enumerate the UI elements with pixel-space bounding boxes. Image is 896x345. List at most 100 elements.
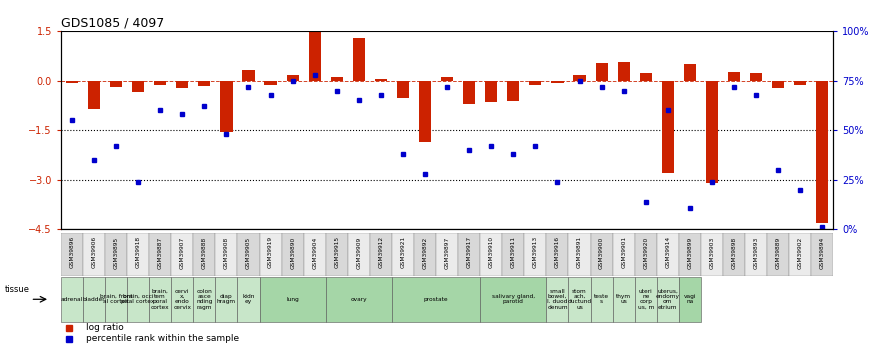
- Bar: [634, 233, 657, 276]
- Text: GSM39910: GSM39910: [488, 236, 494, 268]
- Bar: [83, 233, 105, 276]
- Bar: [154, 81, 167, 85]
- Bar: [480, 233, 503, 276]
- Text: brain, occi
pital cortex: brain, occi pital cortex: [122, 294, 155, 305]
- Text: diap
hragm: diap hragm: [217, 294, 236, 305]
- Bar: [392, 277, 480, 322]
- Bar: [596, 63, 607, 81]
- Bar: [750, 73, 762, 81]
- Bar: [326, 277, 392, 322]
- Text: GSM39891: GSM39891: [577, 236, 582, 268]
- Bar: [679, 277, 701, 322]
- Text: thym
us: thym us: [616, 294, 631, 305]
- Text: GSM39903: GSM39903: [710, 236, 714, 268]
- Text: adrenal: adrenal: [61, 297, 83, 302]
- Bar: [551, 81, 564, 82]
- Bar: [530, 81, 541, 85]
- Bar: [613, 233, 634, 276]
- Text: GSM39909: GSM39909: [357, 236, 361, 268]
- Bar: [657, 233, 679, 276]
- Bar: [816, 81, 828, 223]
- Text: GSM39900: GSM39900: [599, 236, 604, 268]
- Bar: [706, 81, 718, 183]
- Bar: [194, 277, 215, 322]
- Text: GSM39920: GSM39920: [643, 236, 648, 268]
- Bar: [287, 75, 298, 81]
- Text: GSM39893: GSM39893: [754, 236, 759, 268]
- Text: kidn
ey: kidn ey: [242, 294, 254, 305]
- Bar: [198, 81, 211, 86]
- Bar: [507, 81, 520, 101]
- Text: GSM39908: GSM39908: [224, 236, 229, 268]
- Bar: [480, 277, 547, 322]
- Text: GSM39901: GSM39901: [621, 236, 626, 268]
- Bar: [127, 233, 150, 276]
- Text: GSM39890: GSM39890: [290, 236, 295, 268]
- Text: salivary gland,
parotid: salivary gland, parotid: [492, 294, 535, 305]
- Text: lung: lung: [286, 297, 299, 302]
- Text: percentile rank within the sample: percentile rank within the sample: [86, 334, 238, 343]
- Text: cervi
x,
endo
cervix: cervi x, endo cervix: [173, 289, 192, 310]
- Text: prostate: prostate: [424, 297, 448, 302]
- Text: GSM39911: GSM39911: [511, 236, 516, 268]
- Bar: [657, 277, 679, 322]
- Bar: [547, 277, 568, 322]
- Bar: [61, 277, 83, 322]
- Text: GSM39895: GSM39895: [114, 236, 118, 268]
- Bar: [613, 277, 634, 322]
- Bar: [326, 233, 348, 276]
- Text: GSM39918: GSM39918: [135, 236, 141, 268]
- Text: GSM39898: GSM39898: [731, 236, 737, 268]
- Bar: [348, 233, 370, 276]
- Text: GSM39887: GSM39887: [158, 236, 163, 268]
- Bar: [243, 70, 254, 81]
- Bar: [264, 81, 277, 85]
- Text: GSM39899: GSM39899: [687, 236, 693, 268]
- Text: GSM39897: GSM39897: [444, 236, 450, 268]
- Text: GDS1085 / 4097: GDS1085 / 4097: [61, 17, 164, 30]
- Bar: [83, 277, 105, 322]
- Bar: [150, 233, 171, 276]
- Text: small
bowel,
I. duod
denum: small bowel, I. duod denum: [547, 289, 568, 310]
- Bar: [127, 277, 150, 322]
- Text: GSM39921: GSM39921: [401, 236, 406, 268]
- Bar: [745, 233, 767, 276]
- Bar: [573, 75, 586, 81]
- Bar: [110, 81, 122, 87]
- Bar: [215, 277, 237, 322]
- Bar: [66, 81, 78, 83]
- Text: GSM39912: GSM39912: [378, 236, 383, 268]
- Bar: [723, 233, 745, 276]
- Bar: [370, 233, 392, 276]
- Text: GSM39888: GSM39888: [202, 236, 207, 268]
- Bar: [375, 79, 387, 81]
- Bar: [105, 233, 127, 276]
- Bar: [794, 81, 806, 85]
- Text: log ratio: log ratio: [86, 323, 124, 332]
- Text: ovary: ovary: [350, 297, 367, 302]
- Bar: [194, 233, 215, 276]
- Bar: [237, 277, 260, 322]
- Bar: [568, 277, 590, 322]
- Text: GSM39915: GSM39915: [334, 236, 340, 268]
- Bar: [132, 81, 144, 92]
- Bar: [61, 233, 83, 276]
- Text: tissue: tissue: [4, 285, 30, 295]
- Bar: [215, 233, 237, 276]
- Bar: [640, 73, 651, 81]
- Bar: [679, 233, 701, 276]
- Bar: [789, 233, 811, 276]
- Bar: [260, 233, 281, 276]
- Text: GSM39916: GSM39916: [555, 236, 560, 268]
- Bar: [634, 277, 657, 322]
- Text: uterus,
endomy
om
etrium: uterus, endomy om etrium: [656, 289, 680, 310]
- Bar: [392, 233, 414, 276]
- Text: GSM39913: GSM39913: [533, 236, 538, 268]
- Bar: [728, 72, 740, 81]
- Bar: [150, 277, 171, 322]
- Bar: [237, 233, 260, 276]
- Bar: [397, 81, 409, 98]
- Bar: [811, 233, 833, 276]
- Bar: [304, 233, 326, 276]
- Text: colon
asce
nding
ragm: colon asce nding ragm: [196, 289, 212, 310]
